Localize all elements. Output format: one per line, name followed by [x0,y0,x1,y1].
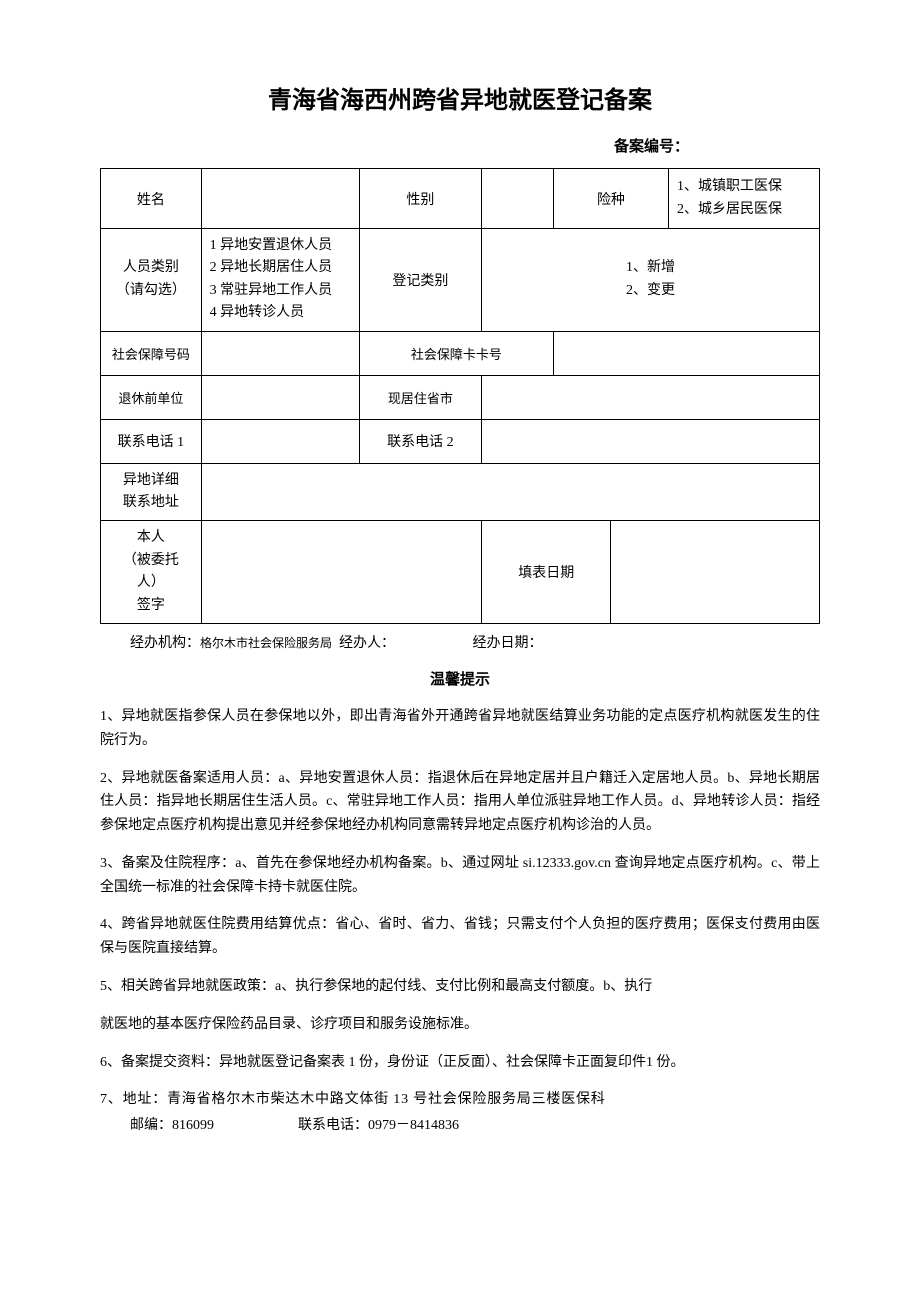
phone2-value[interactable] [482,419,820,463]
handler-label: 经办人： [339,636,395,651]
signature-label: 本人 （被委托人） 签字 [101,521,202,624]
tips-title: 温馨提示 [100,668,820,689]
insurance-type-label: 险种 [553,169,668,229]
address-value[interactable] [201,463,819,521]
phone1-value[interactable] [201,419,359,463]
gender-value[interactable] [482,169,554,229]
table-row: 社会保障号码 社会保障卡卡号 [101,331,820,375]
table-row: 本人 （被委托人） 签字 填表日期 [101,521,820,624]
agency-label: 经办机构： [130,636,200,651]
address-label: 异地详细 联系地址 [101,463,202,521]
handler-footer-line: 经办机构：格尔木市社会保险服务局 经办人： 经办日期： [100,632,820,652]
tip-item-5: 5、相关跨省异地就医政策：a、执行参保地的起付线、支付比例和最高支付额度。b、执… [100,975,820,999]
document-title: 青海省海西州跨省异地就医登记备案 [100,80,820,115]
tip-item-2: 2、异地就医备案适用人员：a、异地安置退休人员：指退休后在异地定居并且户籍迁入定… [100,767,820,838]
tip-item-7: 7、地址：青海省格尔木市柴达木中路文体街 13 号社会保险服务局三楼医保科 [100,1088,820,1112]
phone1-label: 联系电话 1 [101,419,202,463]
ssn-label: 社会保障号码 [101,331,202,375]
record-number-line: 备案编号： [100,135,820,156]
name-label: 姓名 [101,169,202,229]
person-category-options[interactable]: 1 异地安置退休人员 2 异地长期居住人员 3 常驻异地工作人员 4 异地转诊人… [201,229,359,332]
pre-retire-unit-value[interactable] [201,375,359,419]
registration-type-options[interactable]: 1、新增 2、变更 [482,229,820,332]
tip-item-4: 4、跨省异地就医住院费用结算优点：省心、省时、省力、省钱；只需支付个人负担的医疗… [100,913,820,961]
tip-item-1: 1、异地就医指参保人员在参保地以外，即出青海省外开通跨省异地就医结算业务功能的定… [100,705,820,753]
ssn-value[interactable] [201,331,359,375]
pre-retire-unit-label: 退休前单位 [101,375,202,419]
card-no-value[interactable] [553,331,819,375]
registration-form-table: 姓名 性别 险种 1、城镇职工医保 2、城乡居民医保 人员类别 （请勾选） 1 … [100,168,820,624]
registration-type-label: 登记类别 [359,229,481,332]
tip-item-6: 6、备案提交资料：异地就医登记备案表 1 份，身份证（正反面）、社会保障卡正面复… [100,1051,820,1075]
tip-item-7-sub: 邮编：816099 联系电话：0979－8414836 [100,1114,820,1138]
card-no-label: 社会保障卡卡号 [359,331,553,375]
gender-label: 性别 [359,169,481,229]
table-row: 异地详细 联系地址 [101,463,820,521]
current-province-label: 现居住省市 [359,375,481,419]
record-number-label: 备案编号： [614,138,689,155]
tip-item-3: 3、备案及住院程序：a、首先在参保地经办机构备案。b、通过网址 si.12333… [100,852,820,900]
name-value[interactable] [201,169,359,229]
table-row: 联系电话 1 联系电话 2 [101,419,820,463]
phone2-label: 联系电话 2 [359,419,481,463]
insurance-type-options[interactable]: 1、城镇职工医保 2、城乡居民医保 [668,169,819,229]
agency-value: 格尔木市社会保险服务局 [200,636,332,650]
signature-value[interactable] [201,521,481,624]
table-row: 退休前单位 现居住省市 [101,375,820,419]
current-province-value[interactable] [482,375,820,419]
table-row: 姓名 性别 险种 1、城镇职工医保 2、城乡居民医保 [101,169,820,229]
tip-item-5b: 就医地的基本医疗保险药品目录、诊疗项目和服务设施标准。 [100,1013,820,1037]
fill-date-value[interactable] [611,521,820,624]
table-row: 人员类别 （请勾选） 1 异地安置退休人员 2 异地长期居住人员 3 常驻异地工… [101,229,820,332]
fill-date-label: 填表日期 [482,521,611,624]
person-category-label: 人员类别 （请勾选） [101,229,202,332]
handle-date-label: 经办日期： [473,636,543,651]
